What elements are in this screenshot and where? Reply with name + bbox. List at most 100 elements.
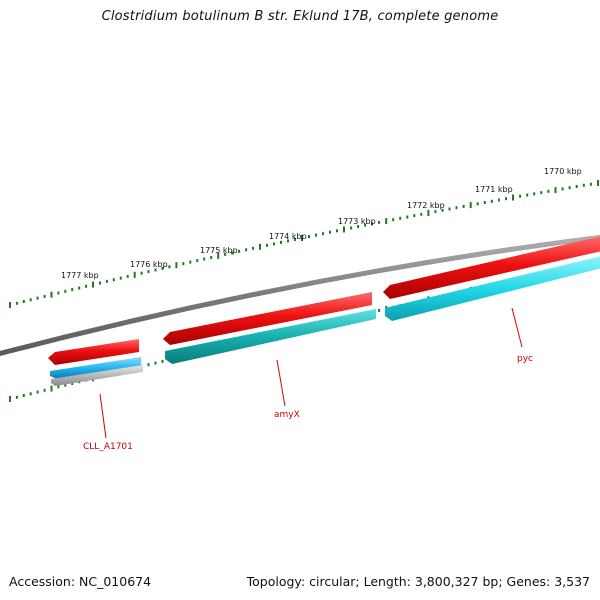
scale-label-1776: 1776 kbp — [130, 260, 168, 269]
outer-scale-minor-tick — [505, 197, 507, 201]
outer-scale-minor-tick — [399, 216, 402, 220]
forward-cds-3[interactable] — [383, 236, 600, 299]
outer-scale-minor-tick — [15, 301, 18, 305]
gene-label-leaders — [99, 307, 523, 439]
outer-scale-minor-tick — [329, 230, 331, 234]
outer-scale-minor-tick — [462, 204, 465, 208]
outer-scale-major-tick — [92, 281, 94, 288]
outer-scale-minor-tick — [29, 298, 32, 302]
outer-scale-minor-tick — [99, 281, 101, 285]
outer-scale-major-tick — [554, 187, 557, 194]
outer-scale-minor-tick — [154, 268, 157, 272]
forward-cds-2[interactable] — [163, 292, 372, 345]
inner-scale-minor-tick — [147, 363, 150, 367]
inner-scale-minor-tick — [71, 382, 74, 385]
forward-strand-features — [48, 236, 600, 365]
scale-label-1772: 1772 kbp — [407, 201, 445, 210]
outer-scale-minor-tick — [441, 208, 444, 212]
outer-scale-minor-tick — [43, 294, 46, 298]
outer-scale-minor-tick — [140, 271, 143, 275]
outer-scale-minor-tick — [540, 191, 543, 195]
outer-scale-minor-tick — [71, 288, 74, 292]
inner-scale-minor-tick — [57, 385, 60, 389]
outer-scale-minor-tick — [273, 242, 275, 246]
scale-labels: 1770 kbp 1771 kbp 1772 kbp 1773 kbp 1774… — [61, 167, 582, 280]
outer-scale-major-tick — [597, 180, 599, 186]
outer-scale-minor-tick — [112, 278, 115, 282]
scale-label-1770: 1770 kbp — [544, 167, 582, 176]
inner-scale-major-tick — [50, 385, 53, 392]
outer-scale-minor-tick — [448, 207, 451, 211]
outer-scale-minor-tick — [182, 262, 185, 266]
outer-scale-minor-tick — [455, 206, 458, 210]
outer-scale-major-tick — [217, 252, 220, 259]
outer-scale-minor-tick — [22, 300, 25, 303]
scale-label-1773: 1773 kbp — [338, 217, 376, 226]
scale-label-1771: 1771 kbp — [475, 185, 513, 194]
gene-label-cll-a1701[interactable]: CLL_A1701 — [83, 442, 133, 452]
outer-scale-minor-tick — [252, 246, 255, 250]
outer-scale-minor-tick — [476, 202, 479, 206]
outer-scale-minor-tick — [547, 189, 550, 193]
forward-cds-1[interactable] — [48, 339, 139, 365]
outer-scale-minor-tick — [119, 276, 122, 280]
gene-labels: pyc amyX CLL_A1701 — [83, 354, 533, 452]
outer-scale-minor-tick — [364, 223, 367, 227]
outer-scale-minor-tick — [147, 270, 150, 274]
outer-scale-minor-tick — [245, 248, 248, 252]
scale-label-1777: 1777 kbp — [61, 271, 99, 280]
reverse-cds-CLL_A1701[interactable] — [50, 357, 141, 379]
outer-scale-minor-tick — [210, 256, 213, 259]
outer-scale-minor-tick — [315, 233, 317, 237]
outer-scale-minor-tick — [371, 222, 374, 226]
gray-feature[interactable] — [51, 365, 143, 386]
outer-scale-minor-tick — [378, 220, 381, 224]
outer-scale-minor-tick — [519, 194, 522, 198]
pyc-leader — [511, 307, 523, 348]
outer-scale-minor-tick — [582, 183, 585, 187]
genome-summary-text: Topology: circular; Length: 3,800,327 bp… — [246, 574, 590, 589]
outer-scale-major-tick — [133, 271, 136, 278]
outer-scale-minor-tick — [266, 243, 268, 247]
outer-scale-minor-tick — [322, 232, 324, 236]
outer-scale-minor-tick — [575, 185, 578, 188]
inner-scale-minor-tick — [22, 394, 25, 397]
outer-scale-major-tick — [259, 243, 261, 250]
genome-backbone — [0, 234, 600, 357]
reverse-cds-amyX[interactable] — [165, 309, 376, 364]
outer-scale-minor-tick — [57, 291, 60, 295]
outer-scale-minor-tick — [392, 218, 395, 222]
map-title: Clostridium botulinum B str. Eklund 17B,… — [101, 9, 499, 24]
gene-label-amyX[interactable]: amyX — [274, 410, 300, 420]
outer-scale-minor-tick — [490, 199, 493, 203]
outer-scale-major-tick — [301, 235, 303, 241]
outer-scale-minor-tick — [238, 249, 241, 253]
outer-scale-major-tick — [175, 262, 178, 269]
inner-scale-major-tick — [9, 396, 11, 402]
outer-scale-minor-tick — [561, 187, 564, 191]
outer-scale-minor-tick — [357, 225, 360, 229]
inner-scale-minor-tick — [29, 392, 32, 396]
scale-label-1775: 1775 kbp — [200, 246, 238, 255]
gene-label-pyc[interactable]: pyc — [517, 354, 533, 364]
inner-scale-minor-tick — [154, 361, 157, 365]
inner-scale-minor-tick — [378, 309, 381, 312]
outer-scale-minor-tick — [497, 198, 500, 202]
cll-a1701-leader — [99, 393, 107, 439]
outer-scale-minor-tick — [203, 257, 206, 261]
outer-scale-minor-tick — [280, 240, 282, 244]
inner-scale-minor-tick — [15, 395, 18, 399]
outer-scale-minor-tick — [350, 226, 353, 230]
outer-scale-minor-tick — [483, 201, 486, 204]
outer-scale-major-tick — [9, 302, 11, 308]
inner-scale-minor-tick — [43, 388, 46, 392]
outer-scale-minor-tick — [64, 289, 67, 293]
reverse-strand-features — [50, 256, 600, 386]
outer-scale-minor-tick — [294, 238, 296, 241]
outer-scale-major-tick — [427, 210, 430, 216]
outer-scale-minor-tick — [78, 286, 81, 290]
outer-scale-major-tick — [512, 194, 514, 201]
reverse-cds-pyc[interactable] — [385, 256, 600, 321]
outer-scale-major-tick — [343, 226, 345, 233]
